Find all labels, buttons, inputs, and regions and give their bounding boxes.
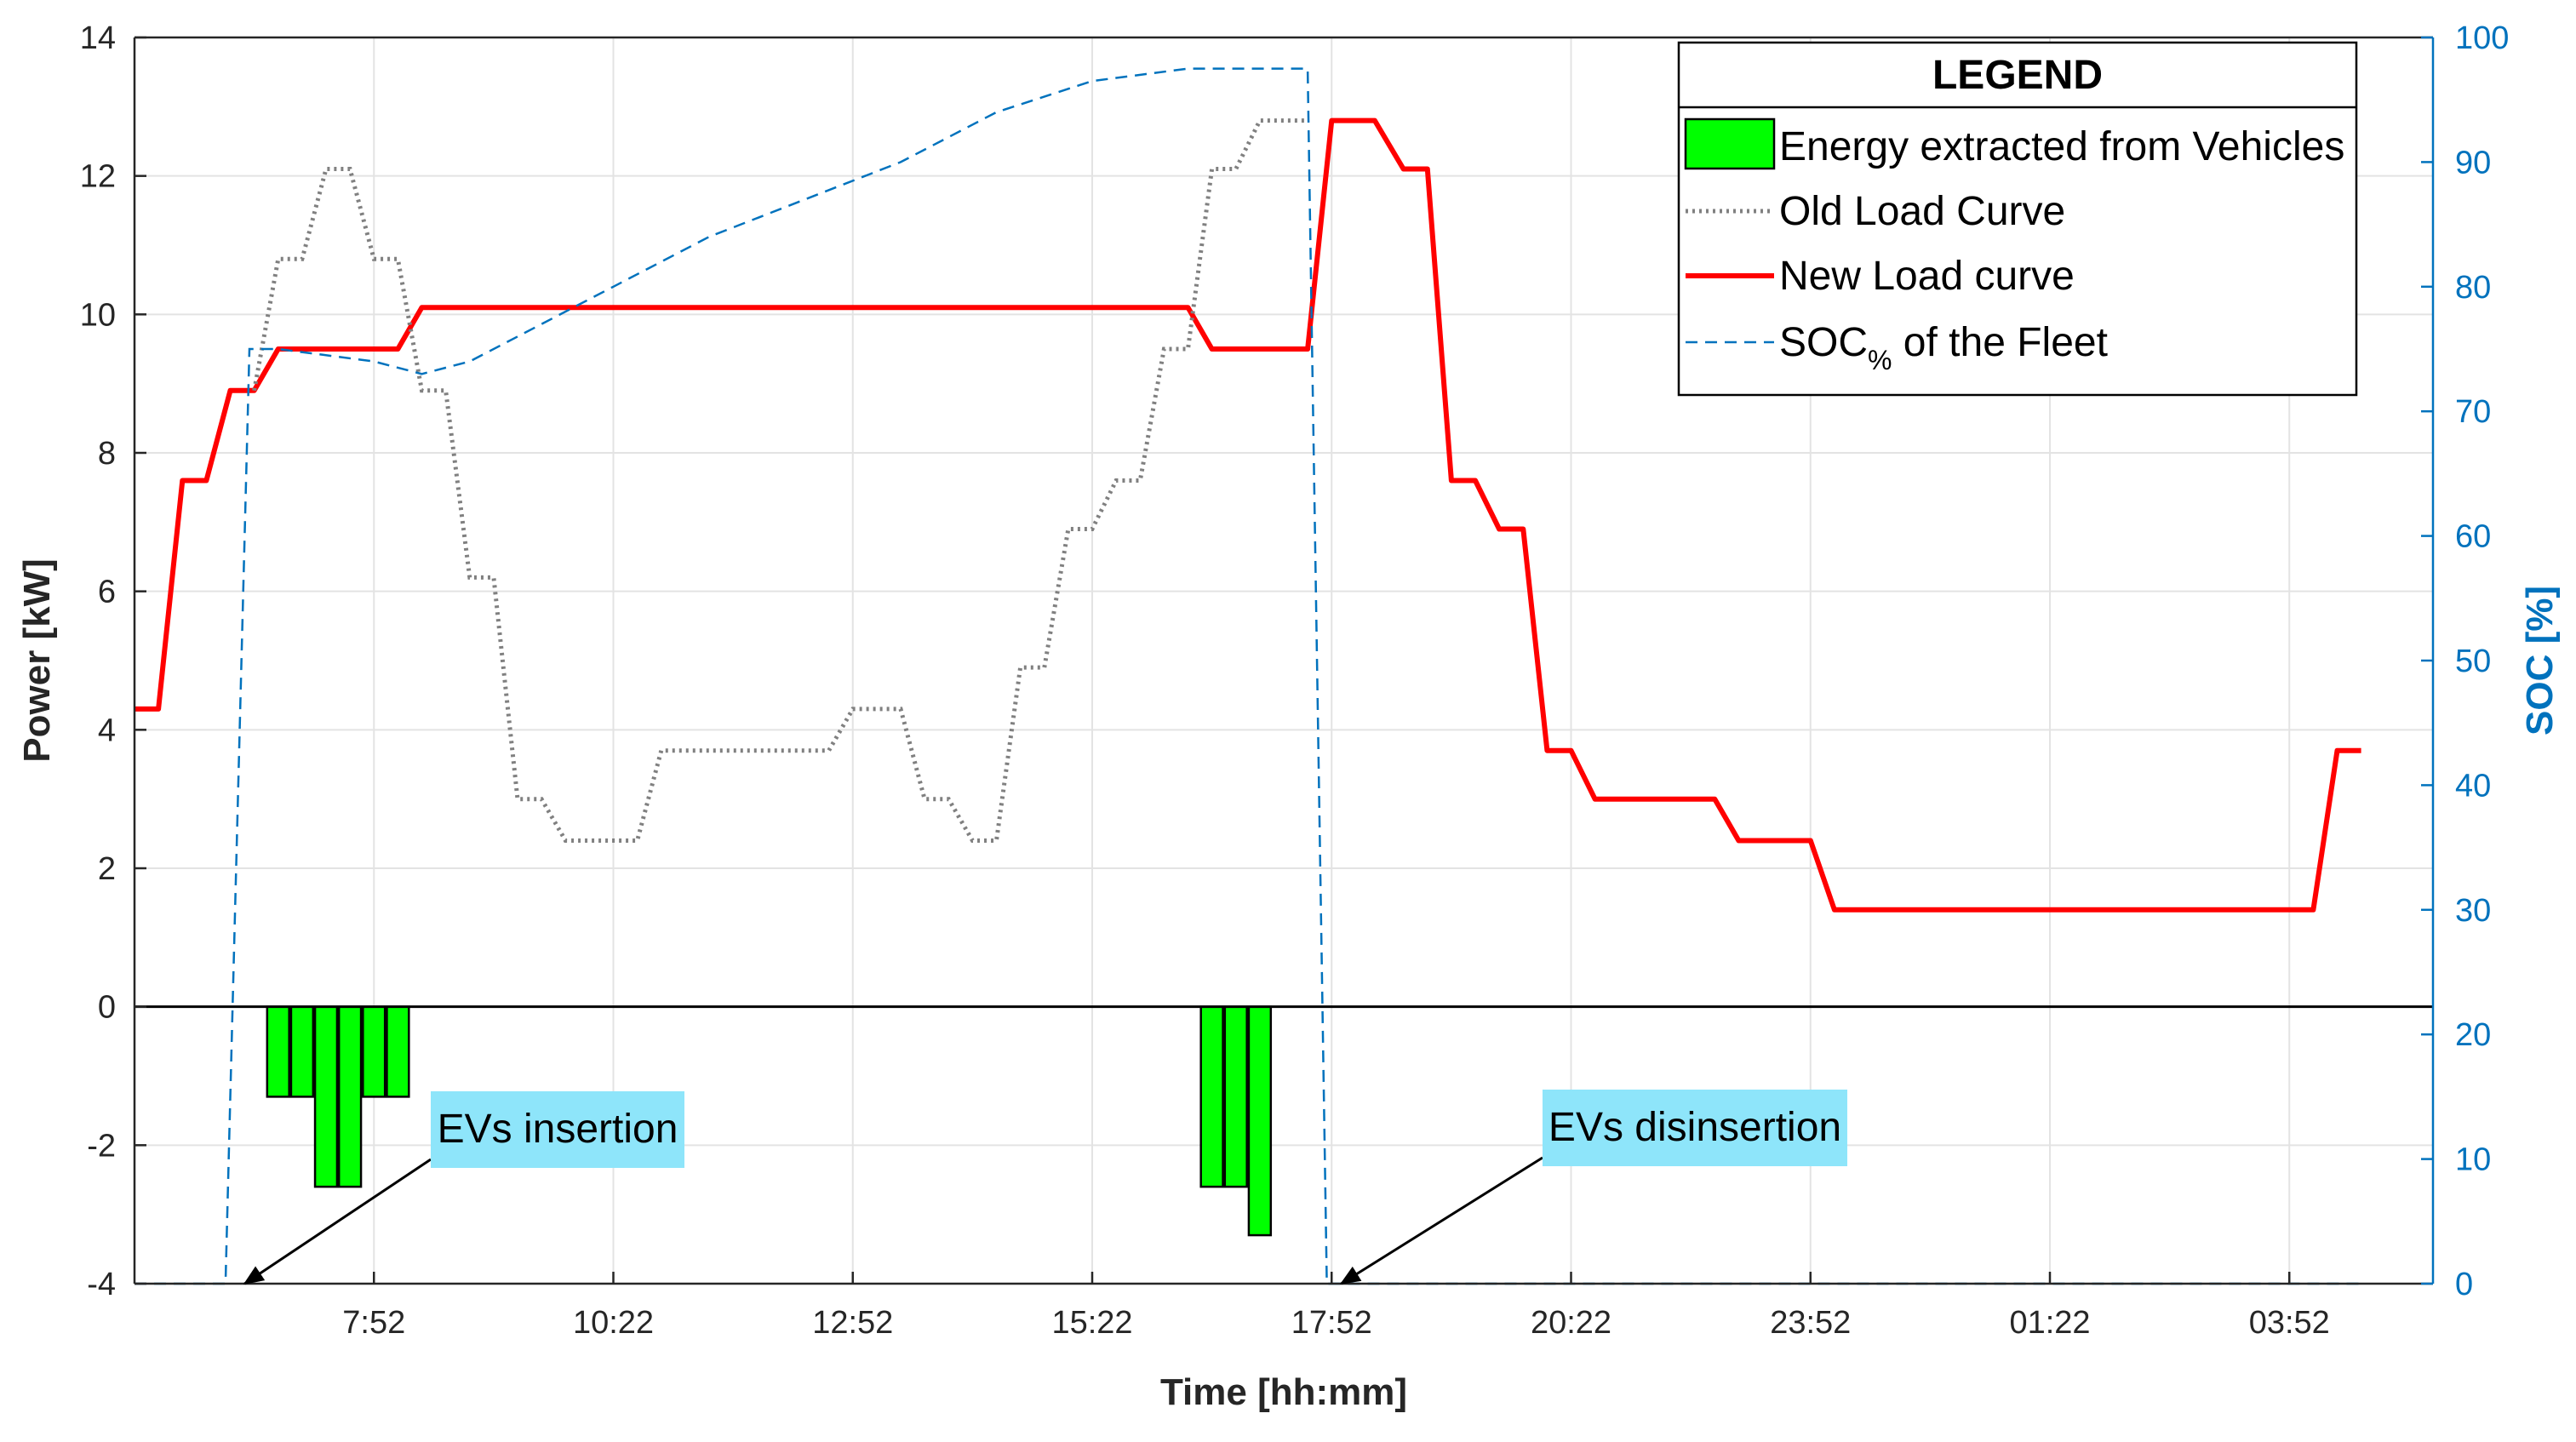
y-axis-right-title: SOC [%] [2519, 586, 2561, 735]
y-tick-label: 4 [98, 712, 116, 748]
y-tick-label: 12 [80, 159, 116, 195]
legend-label-subscript: % [1868, 345, 1892, 375]
legend-swatch-bars [1684, 117, 1776, 170]
y-right-tick-label: 60 [2455, 519, 2491, 555]
x-axis-title: Time [hh:mm] [1160, 1371, 1407, 1413]
ev-insertion-box [431, 1091, 684, 1168]
y-right-tick-label: 20 [2455, 1017, 2491, 1053]
y-right-tick-label: 30 [2455, 893, 2491, 929]
energy-bar [1223, 1005, 1248, 1188]
ev-insertion-label: EVs insertion [438, 1107, 678, 1152]
y-right-tick-label: 0 [2455, 1267, 2473, 1302]
ev-disinsertion-label: EVs disinsertion [1548, 1105, 1841, 1150]
y-tick-label: 2 [98, 851, 116, 887]
y-right-tick-label: 100 [2455, 20, 2509, 56]
energy-bar [1247, 1005, 1273, 1237]
y-right-tick-label: 90 [2455, 145, 2491, 180]
x-tick-label: 01:22 [2009, 1305, 2090, 1341]
y-right-tick-label: 50 [2455, 644, 2491, 679]
annotation-layer: EVs insertion EVs disinsertion [243, 1090, 1847, 1285]
legend-item: New Load curve [1686, 254, 2075, 299]
y-right-tick-label: 40 [2455, 768, 2491, 804]
y-right-tick-label: 70 [2455, 394, 2491, 430]
y-tick-label: 10 [80, 297, 116, 333]
legend-title: LEGEND [1932, 53, 2103, 98]
legend-item: Old Load Curve [1686, 189, 2065, 234]
y-tick-label: 6 [98, 575, 116, 610]
x-tick-label: 15:22 [1051, 1305, 1132, 1341]
x-tick-label: 10:22 [573, 1305, 654, 1341]
ev-disinsertion-arrow [1339, 1156, 1543, 1285]
x-tick-label: 23:52 [1770, 1305, 1851, 1341]
legend-item: SOC% of the Fleet [1686, 320, 2108, 375]
energy-bar [1199, 1005, 1224, 1188]
energy-bar [337, 1005, 363, 1188]
energy-bar [289, 1005, 315, 1098]
y-right-tick-label: 10 [2455, 1142, 2491, 1178]
x-tick-label: 20:22 [1531, 1305, 1611, 1341]
x-tick-label: 17:52 [1291, 1305, 1372, 1341]
bars-layer [266, 1005, 1273, 1237]
y-tick-label: -4 [87, 1267, 116, 1302]
y-tick-label: -2 [87, 1128, 116, 1164]
lines-layer [135, 67, 2361, 1285]
y-tick-label: 0 [98, 990, 116, 1026]
energy-bar [313, 1005, 339, 1188]
ev-insertion-arrow [243, 1158, 432, 1285]
y-axis-title: Power [kW] [16, 558, 58, 763]
x-tick-label: 7:52 [342, 1305, 405, 1341]
ev-disinsertion-box [1543, 1090, 1847, 1166]
energy-bar [386, 1005, 410, 1098]
energy-bar [362, 1005, 386, 1098]
legend-item: Energy extracted from Vehicles [1684, 117, 2344, 170]
legend-label: New Load curve [1779, 254, 2075, 299]
x-tick-label: 12:52 [812, 1305, 893, 1341]
axes-layer: -4 -2 0 2 4 6 8 10 12 14 0 10 20 30 40 50 60 70 80 90 100 7:5… [80, 20, 2510, 1341]
legend-label: Old Load Curve [1779, 189, 2065, 234]
legend-layer: LEGEND Energy extracted from Vehicles Old … [1677, 41, 2358, 397]
x-tick-label: 03:52 [2249, 1305, 2330, 1341]
legend-box [1677, 41, 2358, 397]
y-right-tick-label: 80 [2455, 270, 2491, 306]
legend-label: Energy extracted from Vehicles [1779, 124, 2344, 169]
y-tick-label: 8 [98, 436, 116, 472]
legend-label: SOC% of the Fleet [1779, 320, 2108, 375]
legend-label-suffix: of the Fleet [1892, 320, 2107, 365]
energy-bar [266, 1005, 290, 1098]
new-load-curve-line [135, 117, 2361, 913]
y-tick-label: 14 [80, 20, 116, 56]
